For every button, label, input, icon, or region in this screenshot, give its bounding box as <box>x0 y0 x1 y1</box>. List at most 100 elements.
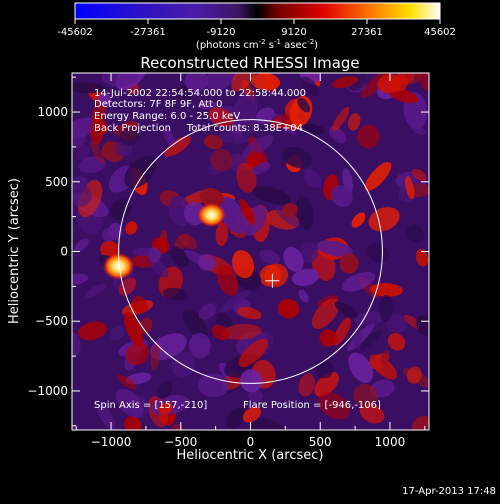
map-structure <box>347 112 361 131</box>
map-structure <box>248 389 263 403</box>
map-structure <box>242 134 274 159</box>
map-structure <box>232 250 255 279</box>
map-structure <box>292 268 320 286</box>
map-structure <box>251 73 281 91</box>
map-structure <box>319 329 337 347</box>
map-structure <box>380 349 390 366</box>
plot-area <box>72 73 429 430</box>
x-tick-label: −1000 <box>91 435 132 449</box>
flare-source <box>197 202 226 228</box>
map-structure <box>90 116 104 145</box>
map-structure <box>212 325 229 341</box>
map-structure <box>138 317 153 335</box>
map-structure <box>238 338 269 368</box>
map-structure <box>199 187 224 208</box>
map-structure <box>405 175 415 200</box>
map-structure <box>281 203 298 218</box>
spin-axis-marker <box>265 273 280 288</box>
annotation-flare-position: Flare Position = [-946,-106] <box>243 400 381 411</box>
map-structure <box>316 240 353 257</box>
map-structure <box>277 298 300 319</box>
map-structure <box>299 242 319 263</box>
y-tick-label: 1000 <box>37 105 68 119</box>
map-structure <box>298 373 316 397</box>
map-structure <box>124 155 157 189</box>
map-structure <box>210 148 233 172</box>
map-structure <box>76 144 90 161</box>
map-structure <box>117 374 137 390</box>
solar-limb <box>118 119 383 384</box>
y-tick-label: −500 <box>35 314 68 328</box>
map-structure <box>72 82 107 94</box>
map-structure <box>101 227 116 242</box>
map-structure <box>198 253 216 271</box>
flare-sources <box>102 202 226 280</box>
map-structure <box>119 125 141 146</box>
y-axis-label: Heliocentric Y (arcsec) <box>7 178 22 324</box>
colorbar-tick-label: -45602 <box>57 27 92 38</box>
map-structure <box>259 249 281 265</box>
map-structure <box>387 333 406 351</box>
map-structure <box>109 325 125 341</box>
map-structure <box>296 195 314 230</box>
map-structure <box>90 140 105 164</box>
map-structure <box>168 195 191 227</box>
axes: −1000 −500 0 500 1000 −1000 −500 0 500 1000 <box>27 73 429 449</box>
map-structure <box>242 406 261 423</box>
map-structure <box>124 415 142 430</box>
map-structure <box>236 162 257 194</box>
colorbar-gradient <box>74 2 441 20</box>
colorbar-tick-label: 27361 <box>351 27 383 38</box>
map-structure <box>198 303 217 320</box>
colorbar-tick-label: 45602 <box>424 27 456 38</box>
map-structure <box>248 117 259 134</box>
map-structure <box>216 264 239 296</box>
colorbar-unit: (photons cm-2 s-1 asec-2) <box>196 38 318 51</box>
map-structure <box>331 106 350 132</box>
map-structure <box>359 403 385 424</box>
map-structure <box>118 277 137 296</box>
map-structure <box>283 246 304 272</box>
map-structure <box>406 224 425 243</box>
map-structure <box>115 388 144 418</box>
map-structure <box>72 273 89 285</box>
map-structure <box>246 151 262 167</box>
map-structure <box>311 298 340 329</box>
map-structure <box>91 101 107 123</box>
map-structure <box>101 73 138 87</box>
map-structure <box>416 315 429 336</box>
map-structure <box>131 247 162 257</box>
x-tick-label: −500 <box>164 435 197 449</box>
map-structure <box>198 101 217 110</box>
x-axis-label: Heliocentric X (arcsec) <box>177 448 324 463</box>
map-structure <box>175 84 194 103</box>
map-structure <box>370 283 403 297</box>
map-structure <box>364 161 392 191</box>
map-structure <box>351 212 366 228</box>
image-structure <box>72 73 429 430</box>
annotation-spin-axis: Spin Axis = [157,-210] <box>94 400 207 411</box>
map-structure <box>252 186 291 205</box>
map-structure <box>163 128 176 147</box>
map-structure <box>222 323 262 340</box>
map-structure <box>72 184 92 207</box>
colorbar-tick-label: 9120 <box>281 27 306 38</box>
map-structure <box>232 93 258 127</box>
x-tick-label: 1000 <box>375 435 406 449</box>
map-structure <box>205 73 237 91</box>
map-structure <box>410 122 426 136</box>
map-structure <box>110 199 131 221</box>
map-structure <box>215 222 229 247</box>
map-structure <box>125 342 150 366</box>
map-structure <box>162 287 189 301</box>
annotation-method: Back Projection Total counts: 8.38E+04 <box>94 123 303 134</box>
map-structure <box>170 246 189 268</box>
map-structure <box>182 309 208 340</box>
map-structure <box>384 313 408 334</box>
map-structure <box>237 306 262 320</box>
map-structure <box>219 289 251 313</box>
map-structure <box>282 147 312 169</box>
colorbar-tick-label: -27361 <box>130 27 165 38</box>
map-structure <box>164 136 191 157</box>
